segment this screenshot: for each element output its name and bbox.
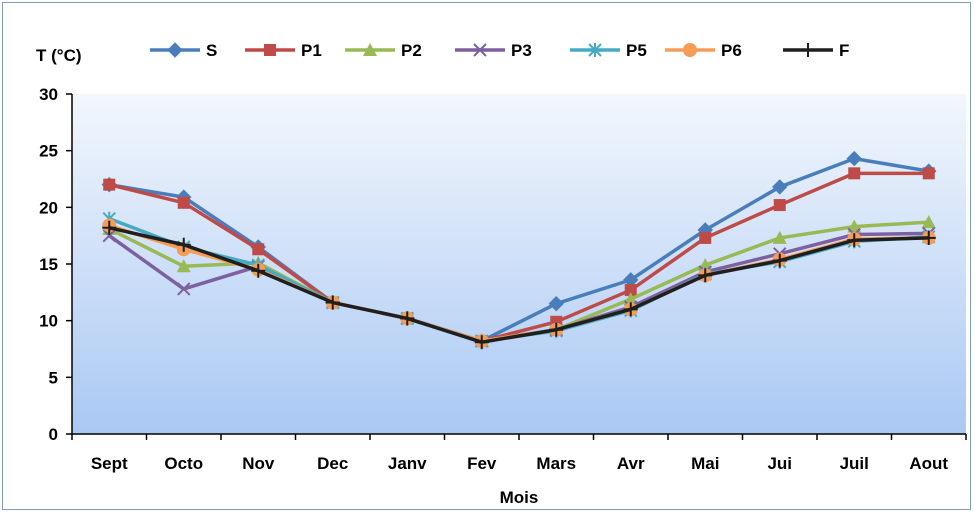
data-point	[921, 215, 936, 229]
x-tick-label: Jui	[767, 454, 792, 473]
y-tick-label: 25	[39, 142, 58, 161]
data-point	[325, 295, 340, 310]
data-point	[772, 253, 787, 268]
x-tick-label: Dec	[317, 454, 348, 473]
data-point	[698, 268, 713, 283]
series-f	[102, 220, 936, 350]
data-point	[548, 295, 564, 312]
data-point	[699, 231, 712, 244]
data-point	[400, 311, 415, 326]
x-tick-label: Aout	[909, 454, 948, 473]
data-point	[102, 220, 117, 235]
data-point	[103, 178, 116, 191]
legend-label: P6	[721, 41, 742, 60]
series-line-s	[108, 156, 930, 343]
data-point	[251, 263, 266, 278]
series-line-f	[108, 226, 929, 344]
data-point	[176, 237, 191, 252]
y-tick-label: 30	[39, 85, 58, 104]
data-point	[252, 243, 265, 256]
y-tick-label: 10	[39, 312, 58, 331]
legend-marker	[363, 43, 377, 56]
data-point	[102, 228, 116, 243]
legend-marker	[801, 43, 815, 57]
data-point	[848, 167, 861, 180]
data-point	[474, 335, 489, 350]
legend-item-p5: P5	[570, 41, 647, 60]
data-point	[772, 230, 787, 244]
legend-marker	[264, 44, 276, 56]
y-tick-label: 15	[39, 255, 58, 274]
x-tick-label: Juil	[840, 454, 869, 473]
x-tick-label: Mars	[536, 454, 576, 473]
data-point	[773, 199, 786, 212]
legend-item-p2: P2	[345, 41, 422, 60]
x-tick-label: Sept	[91, 454, 128, 473]
x-axis-title: Mois	[500, 488, 539, 507]
series-line-p1	[108, 171, 929, 343]
legend-item-f: F	[783, 41, 849, 60]
legend-item-p3: P3	[455, 41, 532, 60]
legend-label: P1	[301, 41, 322, 60]
data-point	[624, 284, 637, 297]
legend-marker	[473, 43, 487, 57]
legend-label: P3	[511, 41, 532, 60]
legend-item-p1: P1	[245, 41, 322, 60]
legend-label: S	[206, 41, 217, 60]
data-point	[921, 230, 936, 245]
data-point	[847, 219, 862, 233]
legend-marker	[167, 42, 183, 58]
x-tick-label: Fev	[467, 454, 497, 473]
x-tick-label: Nov	[242, 454, 275, 473]
data-point	[177, 282, 191, 296]
legend-item-s: S	[150, 41, 217, 60]
data-point	[922, 167, 935, 180]
data-point	[623, 302, 638, 317]
x-tick-label: Janv	[388, 454, 427, 473]
data-point	[177, 196, 190, 209]
x-tick-label: Mai	[691, 454, 719, 473]
data-point	[772, 179, 788, 195]
legend-label: P2	[401, 41, 422, 60]
data-point	[847, 233, 862, 248]
legend-marker	[588, 43, 602, 57]
legend-label: P5	[626, 41, 647, 60]
legend-marker	[683, 43, 697, 57]
x-tick-label: Avr	[617, 454, 645, 473]
data-point	[623, 292, 638, 306]
data-point	[846, 150, 862, 167]
y-axis-title: T (°C)	[36, 46, 82, 65]
legend-label: F	[839, 41, 849, 60]
data-point	[176, 259, 191, 273]
data-point	[549, 322, 564, 337]
x-tick-label: Octo	[164, 454, 203, 473]
y-tick-label: 0	[49, 425, 58, 444]
y-tick-label: 20	[39, 198, 58, 217]
y-tick-label: 5	[49, 368, 58, 387]
legend-item-p6: P6	[665, 41, 742, 60]
